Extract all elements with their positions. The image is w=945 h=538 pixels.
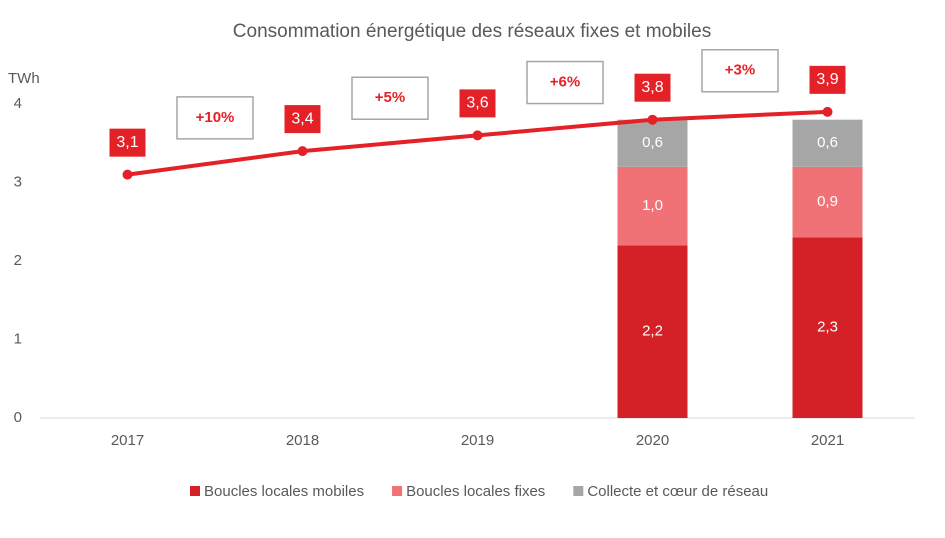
annotation: +6% [550,74,580,91]
annotation-box [351,76,429,120]
bar-value-label: 0,6 [642,134,663,151]
bar-value-label: 0,6 [817,134,838,151]
legend-swatch [190,486,200,496]
label-box [109,128,146,157]
x-tick-label: 2019 [461,432,494,449]
annotation-box [526,60,604,105]
chart-title: Consommation énergétique des réseaux fix… [233,21,711,42]
line-value-label: 3,6 [466,95,488,112]
line-point [122,169,133,180]
line-point [472,130,483,141]
y-axis-label: TWh [8,70,40,87]
label-box [634,73,671,102]
annotation: +10% [196,109,235,126]
y-tick-label: 4 [14,95,22,112]
x-tick-label: 2020 [636,432,669,449]
annotation: +5% [375,89,405,106]
legend-swatch [573,486,584,496]
legend-label: Boucles locales fixes [406,483,545,500]
legend-swatch [392,486,403,496]
annotation-box [176,96,254,140]
line-point [297,146,308,157]
bar-value-label: 1,0 [642,197,663,214]
annotation-box [701,49,779,93]
y-tick-label: 2 [14,252,22,269]
line-point [647,114,658,125]
x-tick-label: 2017 [111,432,144,449]
y-tick-label: 1 [14,330,22,347]
line-point [822,106,833,117]
bar-value-label: 0,9 [817,193,838,210]
bar-segment [792,237,863,418]
label-box [809,65,846,94]
line-value-label: 3,4 [291,110,313,127]
y-tick-label: 0 [14,409,22,426]
annotation: +3% [725,62,755,79]
y-tick-label: 3 [14,173,22,190]
bar-segment [617,166,688,246]
label-box [459,89,496,118]
line-value-label: 3,9 [816,71,838,88]
x-tick-label: 2018 [286,432,319,449]
legend-label: Collecte et cœur de réseau [587,483,768,500]
bar-segment [792,119,863,167]
bar-value-label: 2,3 [817,319,838,336]
legend-label: Boucles locales mobiles [204,483,364,500]
x-tick-label: 2021 [811,432,844,449]
bar-segment [617,245,688,418]
line-value-label: 3,8 [641,79,663,96]
line-value-label: 3,1 [116,134,138,151]
bar-segment [792,166,863,238]
label-box [284,105,321,134]
bar-segment [617,119,688,167]
bar-value-label: 2,2 [642,323,663,340]
